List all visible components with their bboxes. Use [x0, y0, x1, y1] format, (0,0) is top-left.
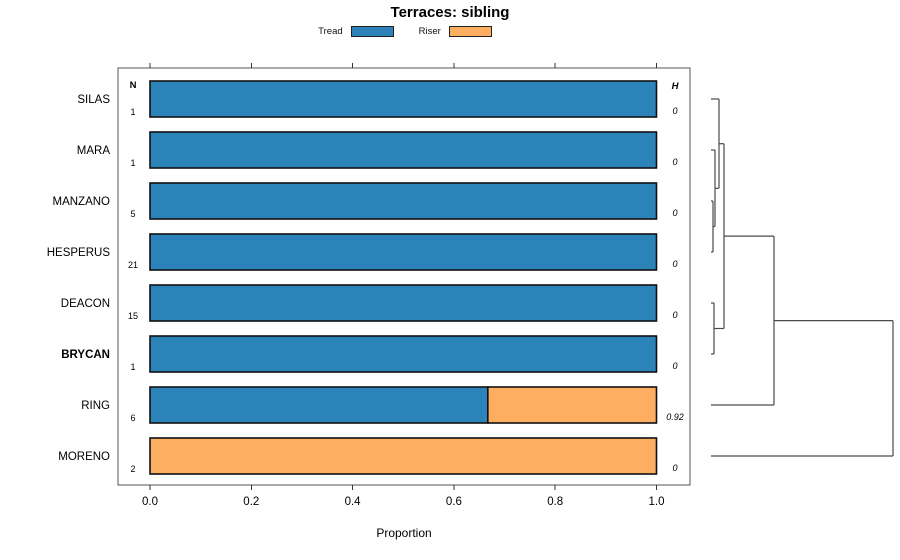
bar-segment-hesperus-tread: [149, 233, 658, 271]
x-tick-label-0.8: 0.8: [547, 496, 563, 508]
bar-segment-ring-riser: [487, 386, 658, 424]
bar-segment-ring-tread: [149, 386, 489, 424]
row-label-manzano: MANZANO: [53, 196, 111, 208]
h-column-header: H: [672, 81, 680, 92]
row-label-brycan: BRYCAN: [61, 349, 110, 361]
legend-swatch-riser: [448, 26, 492, 37]
h-value-silas: 0: [672, 106, 677, 116]
n-value-mara: 1: [130, 158, 135, 168]
x-tick-label-0.2: 0.2: [243, 496, 259, 508]
legend-label-riser: Riser: [418, 26, 441, 37]
n-value-hesperus: 21: [128, 260, 138, 270]
n-value-moreno: 2: [130, 464, 135, 474]
row-label-mara: MARA: [77, 145, 111, 157]
chart-title: Terraces: sibling: [390, 4, 510, 21]
bar-segment-silas-tread: [149, 80, 658, 118]
h-value-deacon: 0: [672, 310, 677, 320]
h-value-brycan: 0: [672, 361, 677, 371]
bar-segment-brycan-tread: [149, 335, 658, 373]
legend-entry-riser: Riser: [419, 26, 492, 37]
x-tick-label-0.0: 0.0: [142, 496, 158, 508]
bar-segment-moreno-riser: [149, 437, 658, 475]
x-tick-label-0.4: 0.4: [345, 496, 362, 508]
x-tick-label-0.6: 0.6: [446, 496, 462, 508]
legend-swatch-tread: [350, 26, 394, 37]
n-value-brycan: 1: [130, 362, 135, 372]
plot-box: [117, 67, 691, 486]
row-label-silas: SILAS: [77, 94, 110, 106]
legend-entry-tread: Tread: [318, 26, 394, 37]
legend: Tread Riser: [0, 26, 810, 37]
h-value-hesperus: 0: [672, 259, 677, 269]
bar-segment-mara-tread: [149, 131, 658, 169]
n-column-header: N: [130, 80, 137, 91]
n-value-deacon: 15: [128, 311, 138, 321]
bar-segment-deacon-tread: [149, 284, 658, 322]
legend-label-tread: Tread: [318, 26, 343, 37]
h-value-manzano: 0: [672, 208, 677, 218]
h-value-moreno: 0: [672, 463, 677, 473]
row-label-deacon: DEACON: [61, 298, 110, 310]
h-value-mara: 0: [672, 157, 677, 167]
row-label-ring: RING: [81, 400, 110, 412]
h-value-ring: 0.92: [666, 412, 684, 422]
n-value-silas: 1: [130, 107, 135, 117]
n-value-ring: 6: [130, 413, 135, 423]
row-label-moreno: MORENO: [58, 451, 110, 463]
x-axis-label: Proportion: [376, 526, 431, 540]
n-value-manzano: 5: [130, 209, 135, 219]
row-label-hesperus: HESPERUS: [47, 247, 111, 259]
bar-segment-manzano-tread: [149, 182, 658, 220]
x-tick-label-1.0: 1.0: [649, 496, 665, 508]
